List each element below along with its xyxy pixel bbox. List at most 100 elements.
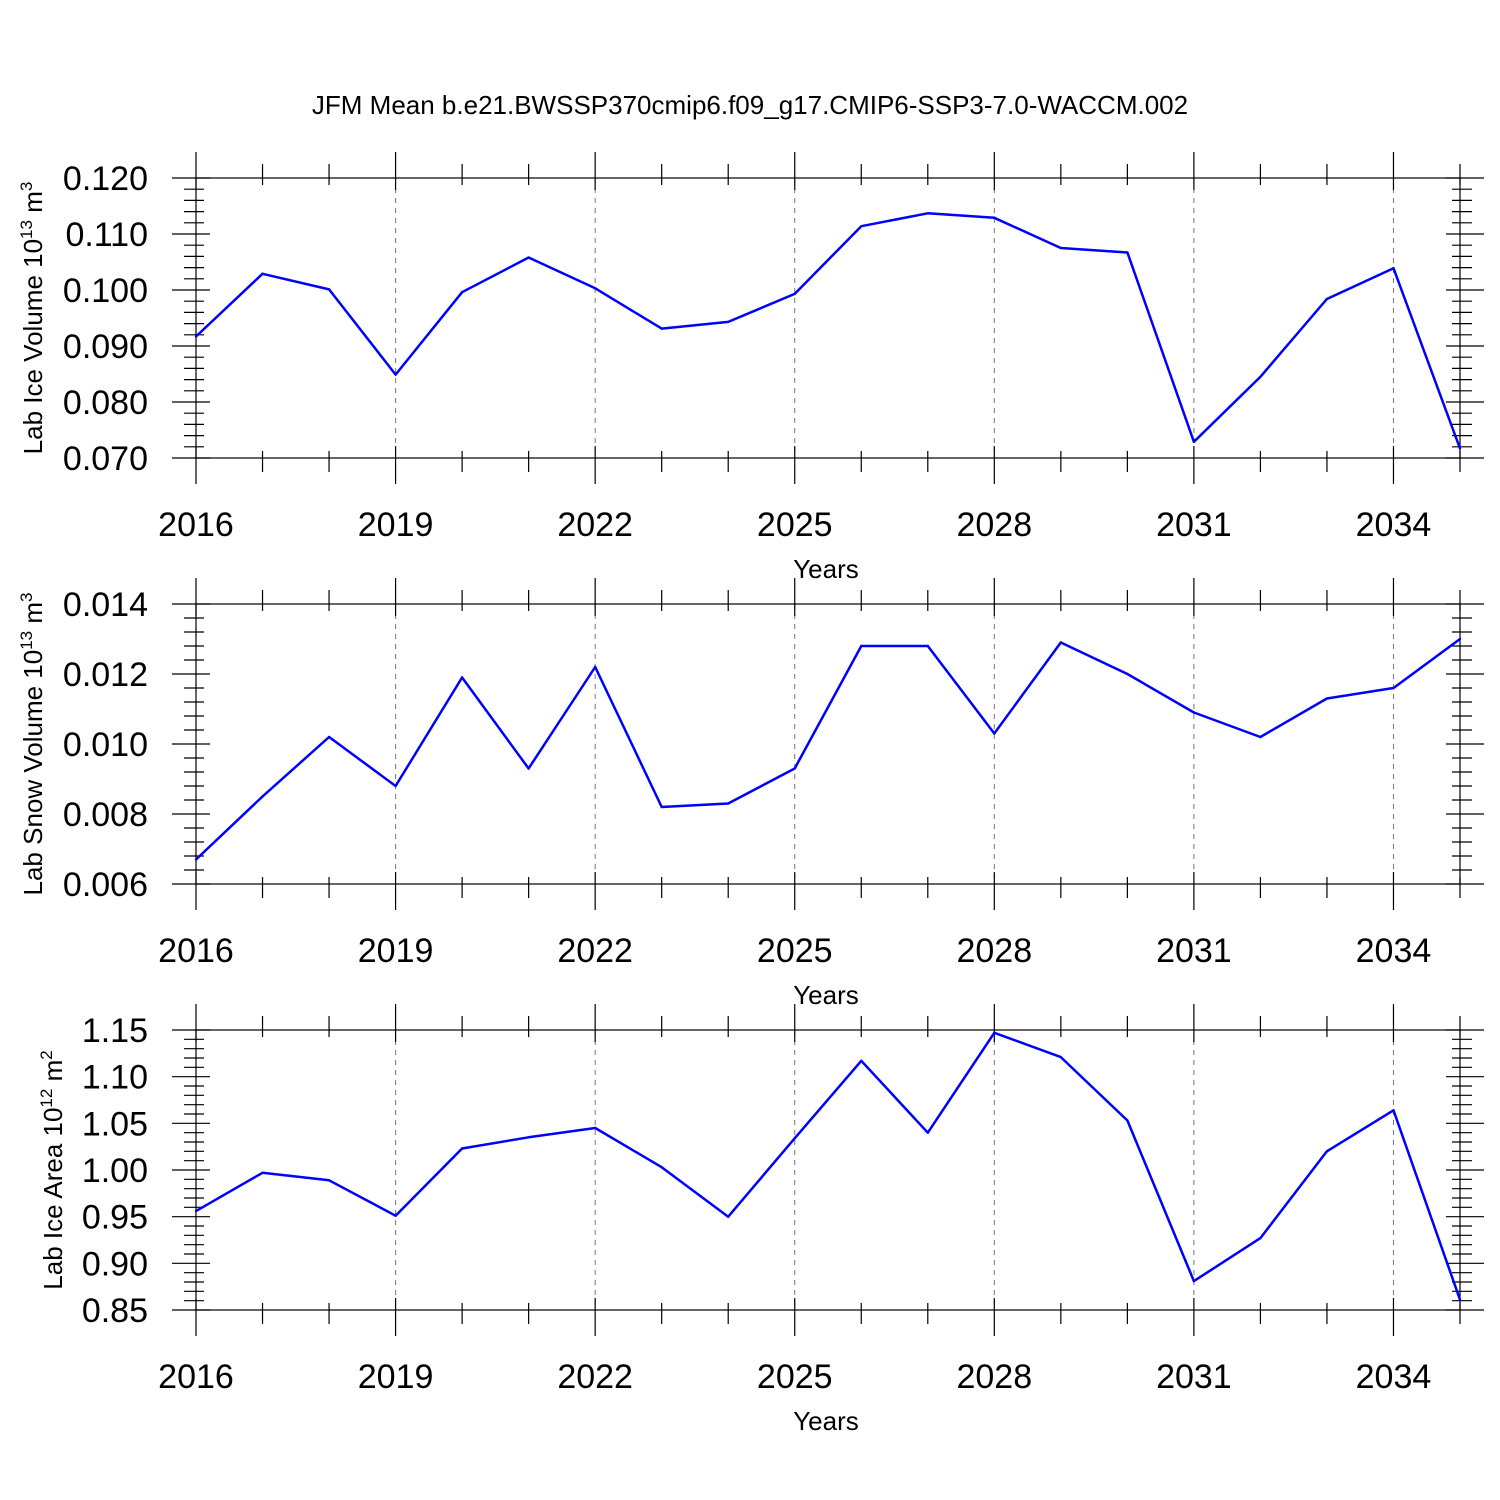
data-point bbox=[727, 1215, 730, 1218]
plot-frame bbox=[195, 603, 1461, 885]
data-point bbox=[1325, 1150, 1329, 1153]
data-point bbox=[593, 665, 597, 669]
x-tick-label: 2022 bbox=[557, 932, 633, 970]
panel-2: 2016 2019 2022 2025 2028 2031 2034 0.006 0.008 0.… bbox=[17, 578, 1484, 1010]
data-point bbox=[527, 256, 530, 259]
data-point bbox=[327, 1179, 331, 1182]
data-point bbox=[1192, 711, 1196, 714]
data-point bbox=[1192, 440, 1196, 443]
data-point bbox=[194, 335, 198, 338]
data-point bbox=[993, 732, 996, 735]
x-tick-label: 2031 bbox=[1156, 1358, 1232, 1396]
data-point bbox=[460, 676, 464, 679]
x-tick-label: 2034 bbox=[1356, 1358, 1432, 1396]
data-point bbox=[194, 858, 198, 861]
y-tick-label: 0.100 bbox=[63, 272, 148, 310]
data-point bbox=[394, 784, 397, 788]
y-tick-label: 0.012 bbox=[63, 656, 148, 694]
x-tick-label: 2016 bbox=[158, 1358, 234, 1396]
data-point bbox=[1192, 1279, 1196, 1283]
x-tick-label: 2019 bbox=[358, 1358, 434, 1396]
x-tick-label: 2031 bbox=[1156, 932, 1232, 970]
data-point bbox=[1126, 672, 1129, 676]
data-point bbox=[793, 1137, 796, 1140]
data-point bbox=[1458, 637, 1462, 641]
data-point bbox=[1392, 266, 1395, 270]
y-tick-label: 0.120 bbox=[63, 160, 148, 198]
data-point bbox=[1259, 1236, 1262, 1240]
data-point bbox=[527, 1136, 530, 1139]
data-point bbox=[460, 291, 464, 294]
data-point bbox=[1059, 246, 1063, 250]
data-point bbox=[926, 644, 929, 648]
data-point bbox=[1059, 641, 1063, 644]
data-point bbox=[1325, 697, 1329, 700]
data-point bbox=[860, 1059, 863, 1063]
x-tick-label: 2031 bbox=[1156, 506, 1232, 544]
data-point bbox=[860, 644, 863, 648]
data-point bbox=[327, 735, 331, 739]
data-point bbox=[593, 287, 597, 290]
data-point bbox=[327, 288, 331, 291]
panel-1: 2016 2019 2022 2025 2028 2031 2034 0.070 0.080 0.… bbox=[17, 152, 1484, 584]
x-tick-label: 2016 bbox=[158, 932, 234, 970]
x-tick-label: 2022 bbox=[557, 506, 633, 544]
figure-title: JFM Mean b.e21.BWSSP370cmip6.f09_g17.CMI… bbox=[312, 90, 1188, 120]
data-point bbox=[194, 1209, 198, 1213]
x-tick-label: 2019 bbox=[358, 506, 434, 544]
data-point bbox=[1392, 1109, 1395, 1112]
x-tick-label: 2028 bbox=[956, 932, 1032, 970]
y-tick-label: 1.00 bbox=[82, 1152, 148, 1190]
data-point bbox=[1126, 1119, 1129, 1122]
data-point bbox=[660, 327, 663, 330]
data-point bbox=[926, 212, 929, 215]
data-point bbox=[993, 1031, 996, 1035]
x-axis-label: Years bbox=[793, 554, 859, 584]
y-axis-label: Lab Snow Volume 1013 m3 bbox=[17, 592, 48, 895]
y-axis-label: Lab Ice Volume 1013 m3 bbox=[17, 182, 48, 455]
data-point bbox=[1259, 735, 1262, 739]
x-tick-label: 2022 bbox=[557, 1358, 633, 1396]
data-point bbox=[261, 795, 264, 798]
y-tick-label: 0.006 bbox=[63, 866, 148, 904]
data-point bbox=[660, 1166, 663, 1169]
data-point bbox=[460, 1147, 464, 1150]
data-point bbox=[1059, 1055, 1063, 1059]
data-point bbox=[394, 1214, 397, 1217]
plot-frame bbox=[195, 177, 1461, 459]
x-tick-label: 2028 bbox=[956, 1358, 1032, 1396]
data-point bbox=[1458, 1298, 1462, 1301]
data-point bbox=[793, 767, 796, 770]
y-tick-label: 0.95 bbox=[82, 1199, 148, 1237]
y-tick-label: 0.90 bbox=[82, 1245, 148, 1283]
x-tick-label: 2028 bbox=[956, 506, 1032, 544]
x-tick-label: 2025 bbox=[757, 506, 833, 544]
x-tick-label: 2025 bbox=[757, 1358, 833, 1396]
data-point bbox=[1126, 251, 1129, 254]
plot-frame bbox=[195, 1029, 1461, 1311]
series-line bbox=[195, 637, 1461, 861]
data-point bbox=[926, 1131, 929, 1134]
data-point bbox=[860, 224, 863, 228]
data-point bbox=[394, 373, 397, 376]
data-point bbox=[793, 292, 796, 296]
x-tick-label: 2025 bbox=[757, 932, 833, 970]
series-line bbox=[195, 1031, 1462, 1301]
y-tick-label: 1.15 bbox=[82, 1012, 148, 1050]
data-point bbox=[660, 805, 663, 809]
data-point bbox=[993, 216, 996, 219]
x-tick-label: 2019 bbox=[358, 932, 434, 970]
data-point bbox=[593, 1126, 597, 1130]
series-line bbox=[195, 212, 1462, 449]
data-point bbox=[1458, 447, 1462, 450]
y-tick-label: 0.014 bbox=[63, 586, 148, 624]
y-tick-label: 0.070 bbox=[63, 440, 148, 478]
y-tick-label: 1.10 bbox=[82, 1059, 148, 1097]
x-tick-label: 2034 bbox=[1356, 932, 1432, 970]
x-tick-label: 2034 bbox=[1356, 506, 1432, 544]
y-tick-label: 0.090 bbox=[63, 328, 148, 366]
y-axis-label: Lab Ice Area 1012 m2 bbox=[37, 1050, 68, 1289]
data-point bbox=[261, 272, 264, 275]
